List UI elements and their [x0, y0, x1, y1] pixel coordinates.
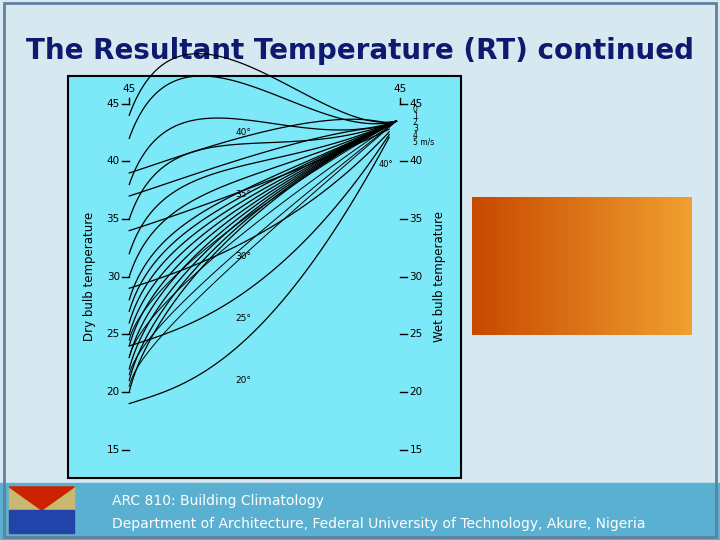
Bar	[0, 483, 720, 540]
Bar	[68, 76, 461, 478]
Text: The Resultant Temperature (RT) continued: The Resultant Temperature (RT) continued	[26, 37, 694, 65]
Text: 45: 45	[410, 99, 423, 109]
Text: 2: 2	[413, 118, 418, 127]
Text: 40°: 40°	[235, 128, 251, 137]
Text: ARC 810: Building Climatology: ARC 810: Building Climatology	[112, 495, 323, 509]
Text: 1: 1	[413, 111, 418, 120]
Text: 40: 40	[107, 157, 120, 166]
Text: 20: 20	[410, 387, 423, 397]
Polygon shape	[9, 487, 74, 510]
Text: 35: 35	[410, 214, 423, 224]
Text: 35°: 35°	[235, 190, 252, 199]
Text: 15: 15	[107, 445, 120, 455]
Text: 20: 20	[107, 387, 120, 397]
Text: 5 m/s: 5 m/s	[413, 137, 434, 146]
Text: 45: 45	[393, 84, 407, 94]
Text: 30: 30	[107, 272, 120, 282]
Text: 15: 15	[410, 445, 423, 455]
Text: 3: 3	[413, 124, 418, 133]
Text: 40°: 40°	[379, 160, 393, 168]
Text: 0: 0	[413, 105, 418, 114]
Text: 40: 40	[410, 157, 423, 166]
Text: 25°: 25°	[235, 314, 251, 323]
Bar	[9, 510, 74, 533]
Text: Wet bulb temperature: Wet bulb temperature	[433, 211, 446, 342]
Text: 25: 25	[107, 329, 120, 340]
Text: 30°: 30°	[235, 252, 252, 261]
Text: Dry bulb temperature: Dry bulb temperature	[84, 212, 96, 341]
Text: 45: 45	[122, 84, 136, 94]
Text: 20°: 20°	[235, 376, 251, 385]
Text: 30: 30	[410, 272, 423, 282]
Text: Chart of the
Resultant
Temperature index.: Chart of the Resultant Temperature index…	[487, 226, 676, 306]
Text: Department of Architecture, Federal University of Technology, Akure, Nigeria: Department of Architecture, Federal Univ…	[112, 517, 645, 531]
Text: 4: 4	[413, 131, 418, 140]
Text: 25: 25	[410, 329, 423, 340]
Text: 45: 45	[107, 99, 120, 109]
Text: 35: 35	[107, 214, 120, 224]
Bar	[68, 76, 461, 478]
